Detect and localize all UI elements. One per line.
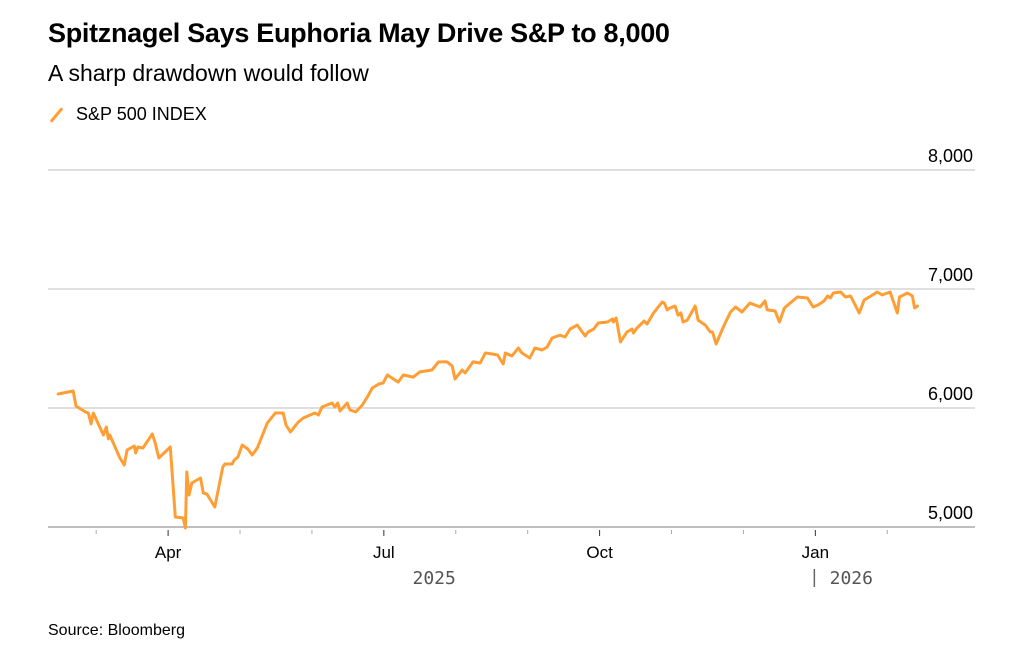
series-line-sp500 — [56, 290, 919, 530]
legend: S&P 500 INDEX — [48, 104, 207, 125]
year-label: 2025 — [413, 568, 456, 589]
x-tick-label: Apr — [155, 543, 182, 562]
chart-subtitle: A sharp drawdown would follow — [48, 60, 369, 86]
x-tick-label: Oct — [586, 543, 613, 562]
y-tick-label: 6,000 — [928, 384, 973, 404]
year-label: 2026 — [830, 568, 873, 589]
x-tick-label: Jan — [802, 543, 829, 562]
y-tick-label: 5,000 — [928, 503, 973, 523]
y-tick-label: 7,000 — [928, 265, 973, 285]
y-tick-label: 8,000 — [928, 146, 973, 166]
source-note: Source: Bloomberg — [48, 622, 185, 639]
x-tick-label: Jul — [373, 543, 395, 562]
legend-label: S&P 500 INDEX — [76, 104, 207, 124]
chart-title: Spitznagel Says Euphoria May Drive S&P t… — [48, 18, 670, 48]
